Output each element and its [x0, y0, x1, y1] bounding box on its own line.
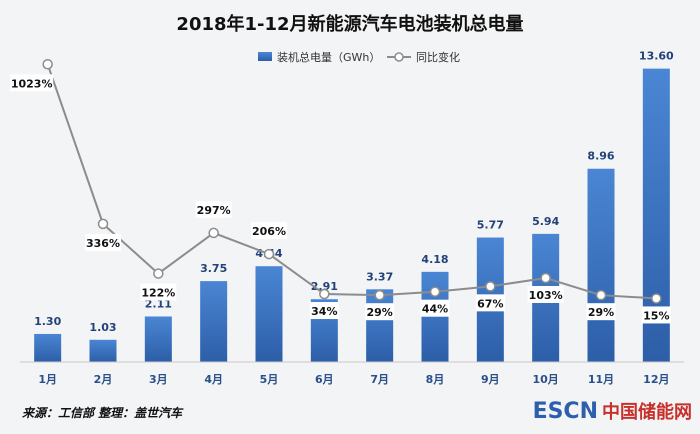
x-tick-label: 2月	[94, 373, 113, 386]
line-marker	[374, 289, 385, 301]
source-note: 来源：工信部 整理：盖世汽车	[22, 406, 183, 420]
percent-label: 1023%	[11, 77, 53, 90]
bar-value-label: 3.37	[366, 270, 393, 283]
bar	[200, 281, 228, 362]
percent-label: 15%	[643, 309, 669, 322]
percent-label: 44%	[422, 303, 448, 316]
x-tick-label: 8月	[426, 373, 445, 386]
percent-label: 122%	[141, 287, 175, 300]
line-marker	[208, 227, 219, 239]
line-marker	[485, 281, 496, 292]
x-tick-label: 1月	[38, 373, 57, 386]
bar-value-label: 3.75	[200, 262, 227, 275]
line-marker	[42, 59, 53, 70]
logo-mark: ESCN	[532, 399, 598, 424]
percent-label-box	[251, 222, 287, 240]
legend-swatch-bar	[258, 52, 272, 61]
line-series: 1023% 336% 122% 297% 206% 34% 29% 44% 67% 103% 29%…	[10, 59, 671, 324]
x-tick-label: 5月	[260, 373, 279, 386]
line-marker	[429, 286, 441, 297]
line-marker	[651, 293, 662, 304]
publisher-logo: ESCN 中国储能网	[533, 398, 692, 424]
bar-value-label: 13.60	[639, 50, 674, 63]
legend-label-line: 同比变化	[416, 50, 460, 64]
percent-label: 29%	[588, 306, 614, 319]
bar	[421, 271, 449, 362]
bar-value-label: 5.94	[532, 215, 559, 228]
legend-label-bar: 装机总电量（GWh）	[277, 50, 380, 64]
bar	[255, 266, 283, 362]
percent-label: 336%	[86, 237, 120, 250]
percent-label-box	[140, 283, 177, 301]
percent-label: 67%	[477, 297, 503, 310]
percent-label: 34%	[311, 305, 337, 318]
percent-label-box	[641, 306, 671, 324]
percent-label: 206%	[252, 225, 286, 238]
percent-label-box	[10, 74, 54, 92]
bar	[587, 168, 615, 362]
percent-label-box	[309, 302, 339, 320]
bar	[34, 333, 62, 362]
bar-value-label: 1.03	[89, 321, 116, 334]
line-marker	[97, 218, 109, 230]
bar-value-label: 4.18	[421, 253, 448, 266]
x-tick-label: 12月	[643, 373, 669, 386]
bar	[144, 316, 172, 362]
line-marker	[153, 268, 164, 279]
line-path	[46, 63, 657, 300]
percent-label-box	[195, 200, 232, 218]
line-marker	[540, 272, 551, 284]
bar	[366, 289, 394, 362]
percent-label: 29%	[366, 306, 392, 319]
percent-label-box	[420, 299, 450, 317]
line-marker	[319, 288, 330, 300]
bar-value-label: 1.30	[34, 315, 61, 328]
bar-value-label: 8.96	[587, 150, 614, 163]
percent-label: 297%	[197, 204, 231, 217]
bar-value-label: 2.11	[145, 297, 172, 310]
x-tick-label: 10月	[533, 373, 559, 386]
x-tick-label: 4月	[204, 373, 223, 386]
x-tick-label: 7月	[370, 373, 389, 386]
x-tick-label: 3月	[149, 373, 168, 386]
percent-label-box	[365, 303, 395, 321]
bar-value-label: 5.77	[477, 219, 504, 232]
x-tick-label: 9月	[481, 373, 500, 386]
logo-text: 中国储能网	[602, 402, 692, 423]
percent-label-box	[475, 294, 505, 312]
line-marker	[263, 248, 275, 260]
line-marker	[595, 289, 607, 301]
bar	[89, 339, 117, 362]
legend: 装机总电量（GWh） 同比变化	[258, 50, 460, 64]
x-tick-label: 6月	[315, 373, 334, 386]
x-tick-label: 11月	[588, 373, 614, 386]
percent-label-box	[586, 303, 616, 321]
chart-title: 2018年1-12月新能源汽车电池装机总电量	[176, 13, 523, 35]
legend-swatch-marker	[394, 52, 404, 62]
percent-label-box	[85, 233, 121, 251]
percent-label: 103%	[529, 289, 563, 302]
x-axis: 1月 2月 3月 4月 5月 6月 7月 8月 9月 10月 11月 12月	[20, 361, 684, 386]
bar-series: 1.301.032.113.754.442.913.374.185.775.94…	[34, 50, 674, 362]
percent-label-box	[527, 285, 564, 303]
